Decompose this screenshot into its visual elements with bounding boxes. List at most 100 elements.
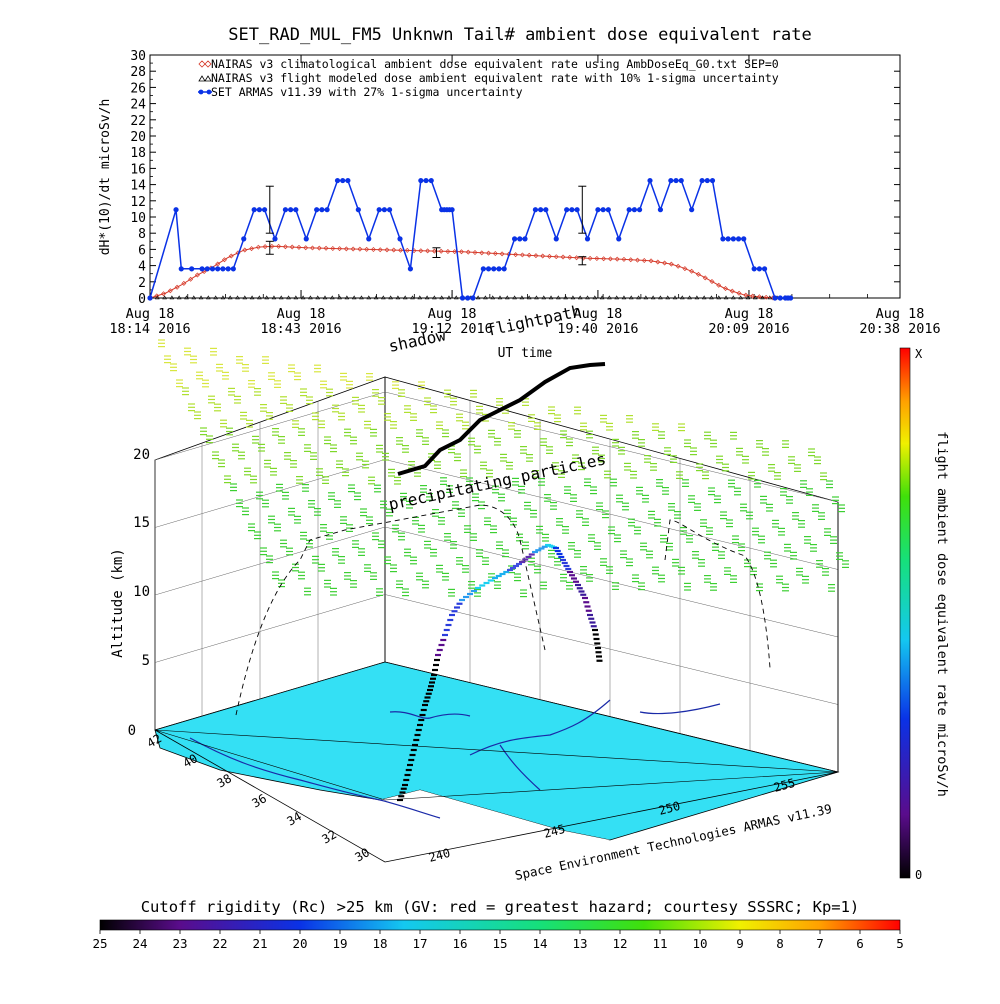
data-point-armas xyxy=(564,207,570,213)
data-point-nairas-flight xyxy=(359,295,364,300)
legend-entry-nairas-flight: NAIRAS v3 flight modeled dose ambient eq… xyxy=(198,71,779,85)
data-point-armas xyxy=(334,177,341,184)
data-point-armas xyxy=(735,236,742,242)
data-point-nairas-flight xyxy=(607,295,612,300)
data-point-nairas-climatological xyxy=(235,250,241,256)
data-point-armas xyxy=(600,207,606,213)
data-point-nairas-climatological xyxy=(242,247,248,253)
data-point-nairas-climatological xyxy=(546,253,552,259)
data-point-nairas-flight xyxy=(381,295,386,300)
rigidity-tick-label: 20 xyxy=(292,936,307,951)
data-point-nairas-climatological xyxy=(391,247,397,253)
data-point-armas xyxy=(699,177,705,184)
rigidity-tick-label: 25 xyxy=(92,936,107,951)
data-point-nairas-flight xyxy=(402,295,408,300)
data-point-nairas-climatological xyxy=(188,276,194,282)
data-point-nairas-flight xyxy=(278,295,284,300)
y-tick-label: 2 xyxy=(138,276,146,291)
data-point-nairas-climatological xyxy=(736,290,742,296)
data-point-nairas-flight xyxy=(701,295,707,300)
data-point-nairas-flight xyxy=(337,295,342,300)
data-point-nairas-climatological xyxy=(384,247,390,253)
data-point-nairas-climatological xyxy=(682,266,688,272)
data-point-nairas-climatological xyxy=(330,245,336,251)
x-tick-label-time: 18:43 2016 xyxy=(260,321,341,337)
data-point-nairas-climatological xyxy=(465,249,471,255)
data-point-nairas-climatological xyxy=(526,252,532,258)
data-point-nairas-climatological xyxy=(499,251,505,257)
data-point-nairas-climatological xyxy=(641,257,647,263)
base-edge-left xyxy=(154,729,386,863)
rigidity-colorbar-ticks: 25 24 23 22 21 20 19 18 17 16 15 14 13 12 11 10 9 8 7 6 5 xyxy=(92,930,904,951)
data-point-nairas-flight xyxy=(497,295,503,300)
data-point-armas xyxy=(428,177,434,184)
rigidity-tick-label: 7 xyxy=(816,936,824,951)
lat-tick: 36 xyxy=(250,791,270,810)
lat-tick: 34 xyxy=(285,809,305,828)
legend-label-nairas-flight: NAIRAS v3 flight modeled dose ambient eq… xyxy=(211,71,779,85)
data-point-nairas-climatological xyxy=(357,246,363,252)
data-point-armas xyxy=(480,266,486,272)
data-point-nairas-flight xyxy=(621,295,627,300)
data-point-armas xyxy=(595,207,601,213)
data-point-armas xyxy=(584,236,591,242)
data-point-armas xyxy=(470,295,476,301)
data-point-armas xyxy=(319,207,325,213)
data-point-armas xyxy=(178,266,184,272)
data-point-nairas-flight xyxy=(694,295,700,300)
data-point-nairas-climatological xyxy=(675,263,681,269)
data-point-armas xyxy=(282,207,289,213)
z-tick: 0 xyxy=(128,723,136,739)
x-tick-label-date: Aug 18 xyxy=(725,306,774,322)
data-point-armas xyxy=(381,207,387,213)
data-point-nairas-climatological xyxy=(729,288,735,294)
data-point-nairas-flight xyxy=(490,295,496,300)
data-point-nairas-flight xyxy=(475,295,481,300)
data-point-nairas-climatological xyxy=(316,245,322,251)
right-wall-gridline xyxy=(384,526,839,638)
lon-tick: 245 xyxy=(542,822,567,841)
y-tick-label: 28 xyxy=(130,65,146,80)
data-point-nairas-flight xyxy=(417,295,423,300)
data-point-nairas-climatological xyxy=(458,249,464,255)
data-point-armas xyxy=(345,177,351,184)
data-point-nairas-flight xyxy=(672,295,678,300)
precipitating-particles-field xyxy=(158,339,849,598)
data-point-nairas-climatological xyxy=(377,247,383,253)
data-point-nairas-climatological xyxy=(614,256,620,262)
y-axis-label: dH*(10)/dt microSv/h xyxy=(98,99,113,256)
data-point-armas xyxy=(459,295,466,301)
data-point-nairas-climatological xyxy=(607,256,613,262)
data-point-nairas-climatological xyxy=(763,294,769,300)
data-point-armas xyxy=(777,295,783,301)
data-point-nairas-flight xyxy=(592,295,598,300)
y-tick-label: 4 xyxy=(138,260,146,275)
data-point-nairas-climatological xyxy=(404,247,410,253)
data-point-nairas-climatological xyxy=(756,294,762,300)
data-point-nairas-climatological xyxy=(418,248,424,254)
data-point-armas xyxy=(605,207,611,213)
data-point-armas xyxy=(741,236,747,242)
data-point-nairas-flight xyxy=(585,295,590,300)
base-edge-right xyxy=(384,771,839,863)
data-point-nairas-climatological xyxy=(438,248,444,254)
series-line-nairas-climatological xyxy=(149,245,791,299)
lon-tick: 255 xyxy=(772,776,797,795)
data-point-nairas-climatological xyxy=(513,252,519,258)
data-point-nairas-flight xyxy=(235,295,240,300)
data-point-nairas-climatological xyxy=(221,257,227,263)
data-point-armas xyxy=(543,207,549,213)
data-point-nairas-climatological xyxy=(255,244,261,250)
z-tick: 10 xyxy=(133,584,150,600)
right-wall-gridline xyxy=(384,459,839,570)
data-point-armas xyxy=(189,266,195,272)
data-point-armas xyxy=(366,236,372,242)
data-point-armas xyxy=(376,207,382,213)
data-point-nairas-climatological xyxy=(370,247,376,253)
data-point-nairas-climatological xyxy=(472,249,478,255)
data-point-nairas-climatological xyxy=(621,256,627,262)
left-wall-gridline xyxy=(154,459,386,528)
data-point-nairas-flight xyxy=(519,295,525,300)
data-point-nairas-climatological xyxy=(635,257,640,263)
rigidity-tick-label: 8 xyxy=(776,936,784,951)
